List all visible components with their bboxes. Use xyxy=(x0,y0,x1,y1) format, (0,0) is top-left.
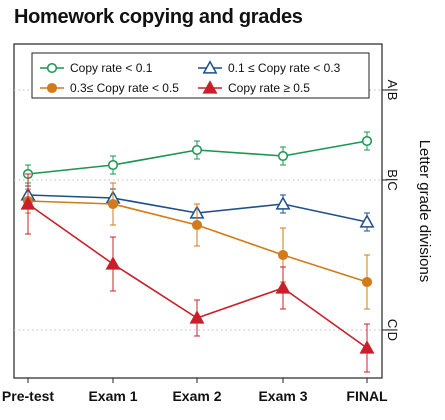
legend-box xyxy=(31,52,370,99)
data-point xyxy=(105,256,121,270)
legend-items: Copy rate < 0.1 0.1 ≤ Copy rate < 0.3 0.3≤… xyxy=(40,60,341,95)
legend-entry: Copy rate ≥ 0.5 xyxy=(198,80,310,95)
x-tick-label: Exam 3 xyxy=(258,388,307,404)
legend-entry: 0.1 ≤ Copy rate < 0.3 xyxy=(198,60,341,75)
series-layer xyxy=(20,131,375,373)
data-point xyxy=(20,196,36,210)
series-4 xyxy=(20,173,375,373)
right-axis: A|B B|C C|D xyxy=(382,80,400,341)
legend-marker xyxy=(46,82,58,94)
data-point xyxy=(275,280,291,294)
legend-label: Copy rate < 0.1 xyxy=(70,61,153,75)
legend-marker xyxy=(202,80,218,94)
data-point xyxy=(277,249,289,261)
legend-marker xyxy=(46,62,58,74)
legend-label: Copy rate ≥ 0.5 xyxy=(228,81,310,95)
data-point xyxy=(189,310,205,324)
legend: Copy rate < 0.1 0.1 ≤ Copy rate < 0.3 0.3≤… xyxy=(31,52,370,99)
data-point xyxy=(361,276,373,288)
chart-title: Homework copying and grades xyxy=(14,6,303,28)
legend-label: 0.3≤ Copy rate < 0.5 xyxy=(70,81,179,95)
data-point xyxy=(191,144,203,156)
data-point xyxy=(107,159,119,171)
legend-marker xyxy=(202,60,218,74)
data-point xyxy=(191,219,203,231)
data-point xyxy=(277,150,289,162)
series-3 xyxy=(22,182,373,310)
x-tick-label: FINAL xyxy=(346,388,388,404)
right-tick-label: B|C xyxy=(385,169,400,190)
data-point xyxy=(359,214,375,228)
x-axis: Pre-test Exam 1 Exam 2 Exam 3 FINAL xyxy=(2,378,388,404)
x-tick-label: Exam 1 xyxy=(88,388,137,404)
data-point xyxy=(275,196,291,210)
right-tick-label: A|B xyxy=(385,80,400,101)
x-tick-label: Exam 2 xyxy=(172,388,221,404)
legend-entry: 0.3≤ Copy rate < 0.5 xyxy=(40,81,179,95)
plot-frame xyxy=(13,43,383,379)
legend-entry: Copy rate < 0.1 xyxy=(40,61,153,75)
x-tick-label: Pre-test xyxy=(2,388,54,404)
data-point xyxy=(361,135,373,147)
legend-label: 0.1 ≤ Copy rate < 0.3 xyxy=(228,61,341,75)
data-point xyxy=(359,340,375,354)
series-1 xyxy=(22,131,373,184)
data-point xyxy=(107,198,119,210)
right-axis-label: Letter grade divisions xyxy=(416,140,433,283)
right-tick-label: C|D xyxy=(385,319,400,341)
